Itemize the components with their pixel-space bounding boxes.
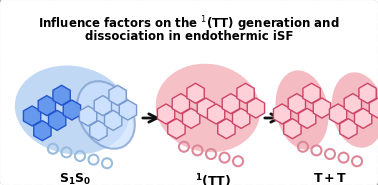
Polygon shape <box>340 119 357 139</box>
Polygon shape <box>94 96 112 116</box>
Polygon shape <box>232 108 250 128</box>
Polygon shape <box>172 94 189 114</box>
Polygon shape <box>237 83 254 103</box>
Polygon shape <box>168 119 185 139</box>
Polygon shape <box>48 110 66 130</box>
Polygon shape <box>38 96 56 116</box>
Text: Influence factors on the $^1$(TT) generation and: Influence factors on the $^1$(TT) genera… <box>38 14 340 34</box>
Polygon shape <box>330 104 347 124</box>
Polygon shape <box>359 83 376 103</box>
Ellipse shape <box>156 64 260 152</box>
Polygon shape <box>313 98 331 118</box>
Polygon shape <box>208 104 225 124</box>
Text: $\mathbf{^1(TT)}$: $\mathbf{^1(TT)}$ <box>195 172 231 185</box>
Text: $\mathbf{S_1S_0}$: $\mathbf{S_1S_0}$ <box>59 172 91 185</box>
Polygon shape <box>218 119 235 139</box>
Polygon shape <box>355 108 372 128</box>
Polygon shape <box>369 98 378 118</box>
Polygon shape <box>273 104 291 124</box>
Polygon shape <box>187 83 204 103</box>
Polygon shape <box>109 85 126 105</box>
Polygon shape <box>53 85 70 105</box>
Polygon shape <box>288 94 305 114</box>
Polygon shape <box>183 108 200 128</box>
Ellipse shape <box>332 72 378 148</box>
Polygon shape <box>303 83 320 103</box>
Polygon shape <box>23 106 41 126</box>
Ellipse shape <box>15 65 129 154</box>
Polygon shape <box>119 100 136 120</box>
Polygon shape <box>104 110 122 130</box>
Ellipse shape <box>276 70 328 150</box>
Polygon shape <box>222 94 240 114</box>
Polygon shape <box>344 94 361 114</box>
Polygon shape <box>197 98 215 118</box>
Text: $\mathbf{T+T}$: $\mathbf{T+T}$ <box>313 172 347 185</box>
Polygon shape <box>247 98 265 118</box>
Polygon shape <box>299 108 316 128</box>
Polygon shape <box>34 121 51 141</box>
Polygon shape <box>63 100 81 120</box>
Polygon shape <box>157 104 175 124</box>
Polygon shape <box>79 106 97 126</box>
Ellipse shape <box>77 81 135 149</box>
Polygon shape <box>90 121 107 141</box>
Polygon shape <box>284 119 301 139</box>
Text: dissociation in endothermic iSF: dissociation in endothermic iSF <box>85 30 293 43</box>
